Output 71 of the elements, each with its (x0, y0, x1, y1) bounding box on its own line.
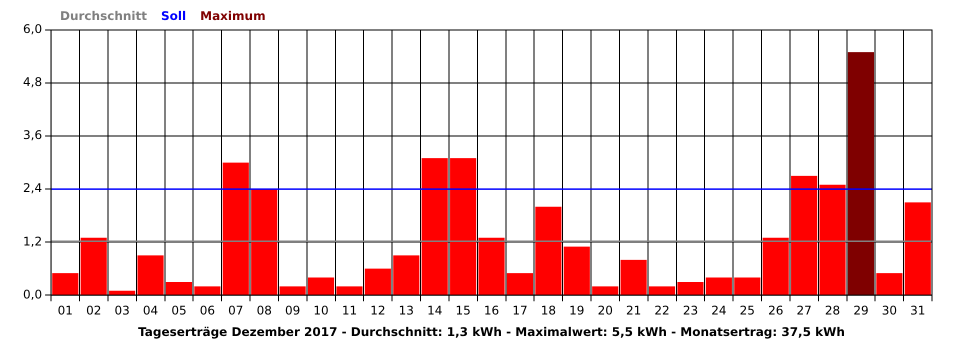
ref-line-label: Soll (161, 9, 186, 23)
x-tick-label: 16 (484, 304, 500, 318)
x-tick-label: 23 (682, 304, 698, 318)
bar (791, 176, 818, 295)
bar (876, 273, 902, 295)
x-tick-label: 13 (398, 304, 414, 318)
bar (904, 202, 931, 295)
bar (80, 238, 107, 295)
bar (620, 260, 647, 295)
y-tick-label: 3,6 (22, 128, 42, 142)
bar (308, 278, 334, 295)
x-tick-label: 19 (569, 304, 584, 318)
bar (194, 286, 220, 295)
y-tick-label: 6,0 (22, 22, 42, 36)
bar (706, 278, 732, 295)
bar (393, 255, 420, 295)
x-axis-title: Tageserträge Dezember 2017 - Durchschnitt: 1,3 kWh - Maximalwert: 5,5 kWh - Monatsertrag: 37,5 kWh (138, 324, 845, 339)
bar (819, 184, 846, 295)
y-tick-label: 2,4 (22, 181, 42, 196)
text: Maximum (200, 9, 266, 23)
x-tick-label: 30 (882, 304, 898, 318)
x-tick-label: 26 (768, 304, 784, 318)
x-tick-label: 15 (455, 304, 471, 318)
bar (251, 189, 278, 295)
bar (848, 52, 874, 295)
x-tick-label: 18 (540, 304, 556, 318)
x-tick-label: 14 (427, 304, 442, 318)
x-tick-label: 31 (910, 304, 926, 318)
y-tick-label: 0,0 (22, 287, 42, 302)
bar (364, 268, 391, 295)
bar (222, 162, 249, 295)
bar (734, 278, 760, 295)
x-tick-label: 03 (114, 304, 130, 318)
bar (535, 206, 562, 295)
bar (762, 238, 789, 295)
bar (280, 286, 306, 295)
bar (336, 286, 363, 295)
x-tick-label: 09 (284, 304, 300, 318)
x-tick-label: 06 (200, 304, 216, 318)
x-tick-label: 02 (86, 304, 102, 318)
x-tick-label: 12 (370, 304, 386, 318)
bar (450, 158, 476, 295)
bar (478, 238, 505, 295)
bar (506, 273, 534, 295)
x-tick-label: 28 (824, 304, 840, 318)
x-tick-label: 20 (598, 304, 613, 318)
x-tick-label: 17 (512, 304, 528, 318)
x-tick-label: 21 (626, 304, 642, 318)
bar (422, 158, 448, 295)
bar (564, 246, 590, 295)
x-tick-label: 07 (228, 304, 244, 318)
x-tick-label: 25 (740, 304, 755, 318)
x-tick-label: 22 (654, 304, 670, 318)
bar (592, 286, 618, 295)
x-tick-label: 27 (796, 304, 812, 318)
x-tick-label: 24 (711, 304, 727, 318)
bar (166, 282, 192, 295)
x-tick-label: 05 (171, 304, 187, 318)
ref-line-label: Durchschnitt (60, 9, 148, 23)
bar (648, 286, 676, 295)
y-tick-label: 4,8 (22, 75, 42, 90)
bar (137, 255, 164, 295)
y-tick-label: 1,2 (22, 234, 42, 248)
x-tick-label: 04 (142, 304, 158, 318)
bar (52, 273, 78, 295)
x-tick-label: 01 (58, 304, 73, 318)
bar (677, 282, 704, 295)
x-tick-label: 11 (342, 304, 358, 318)
x-tick-label: 10 (313, 304, 329, 318)
x-tick-label: 08 (256, 304, 272, 318)
x-tick-label: 29 (853, 304, 869, 318)
